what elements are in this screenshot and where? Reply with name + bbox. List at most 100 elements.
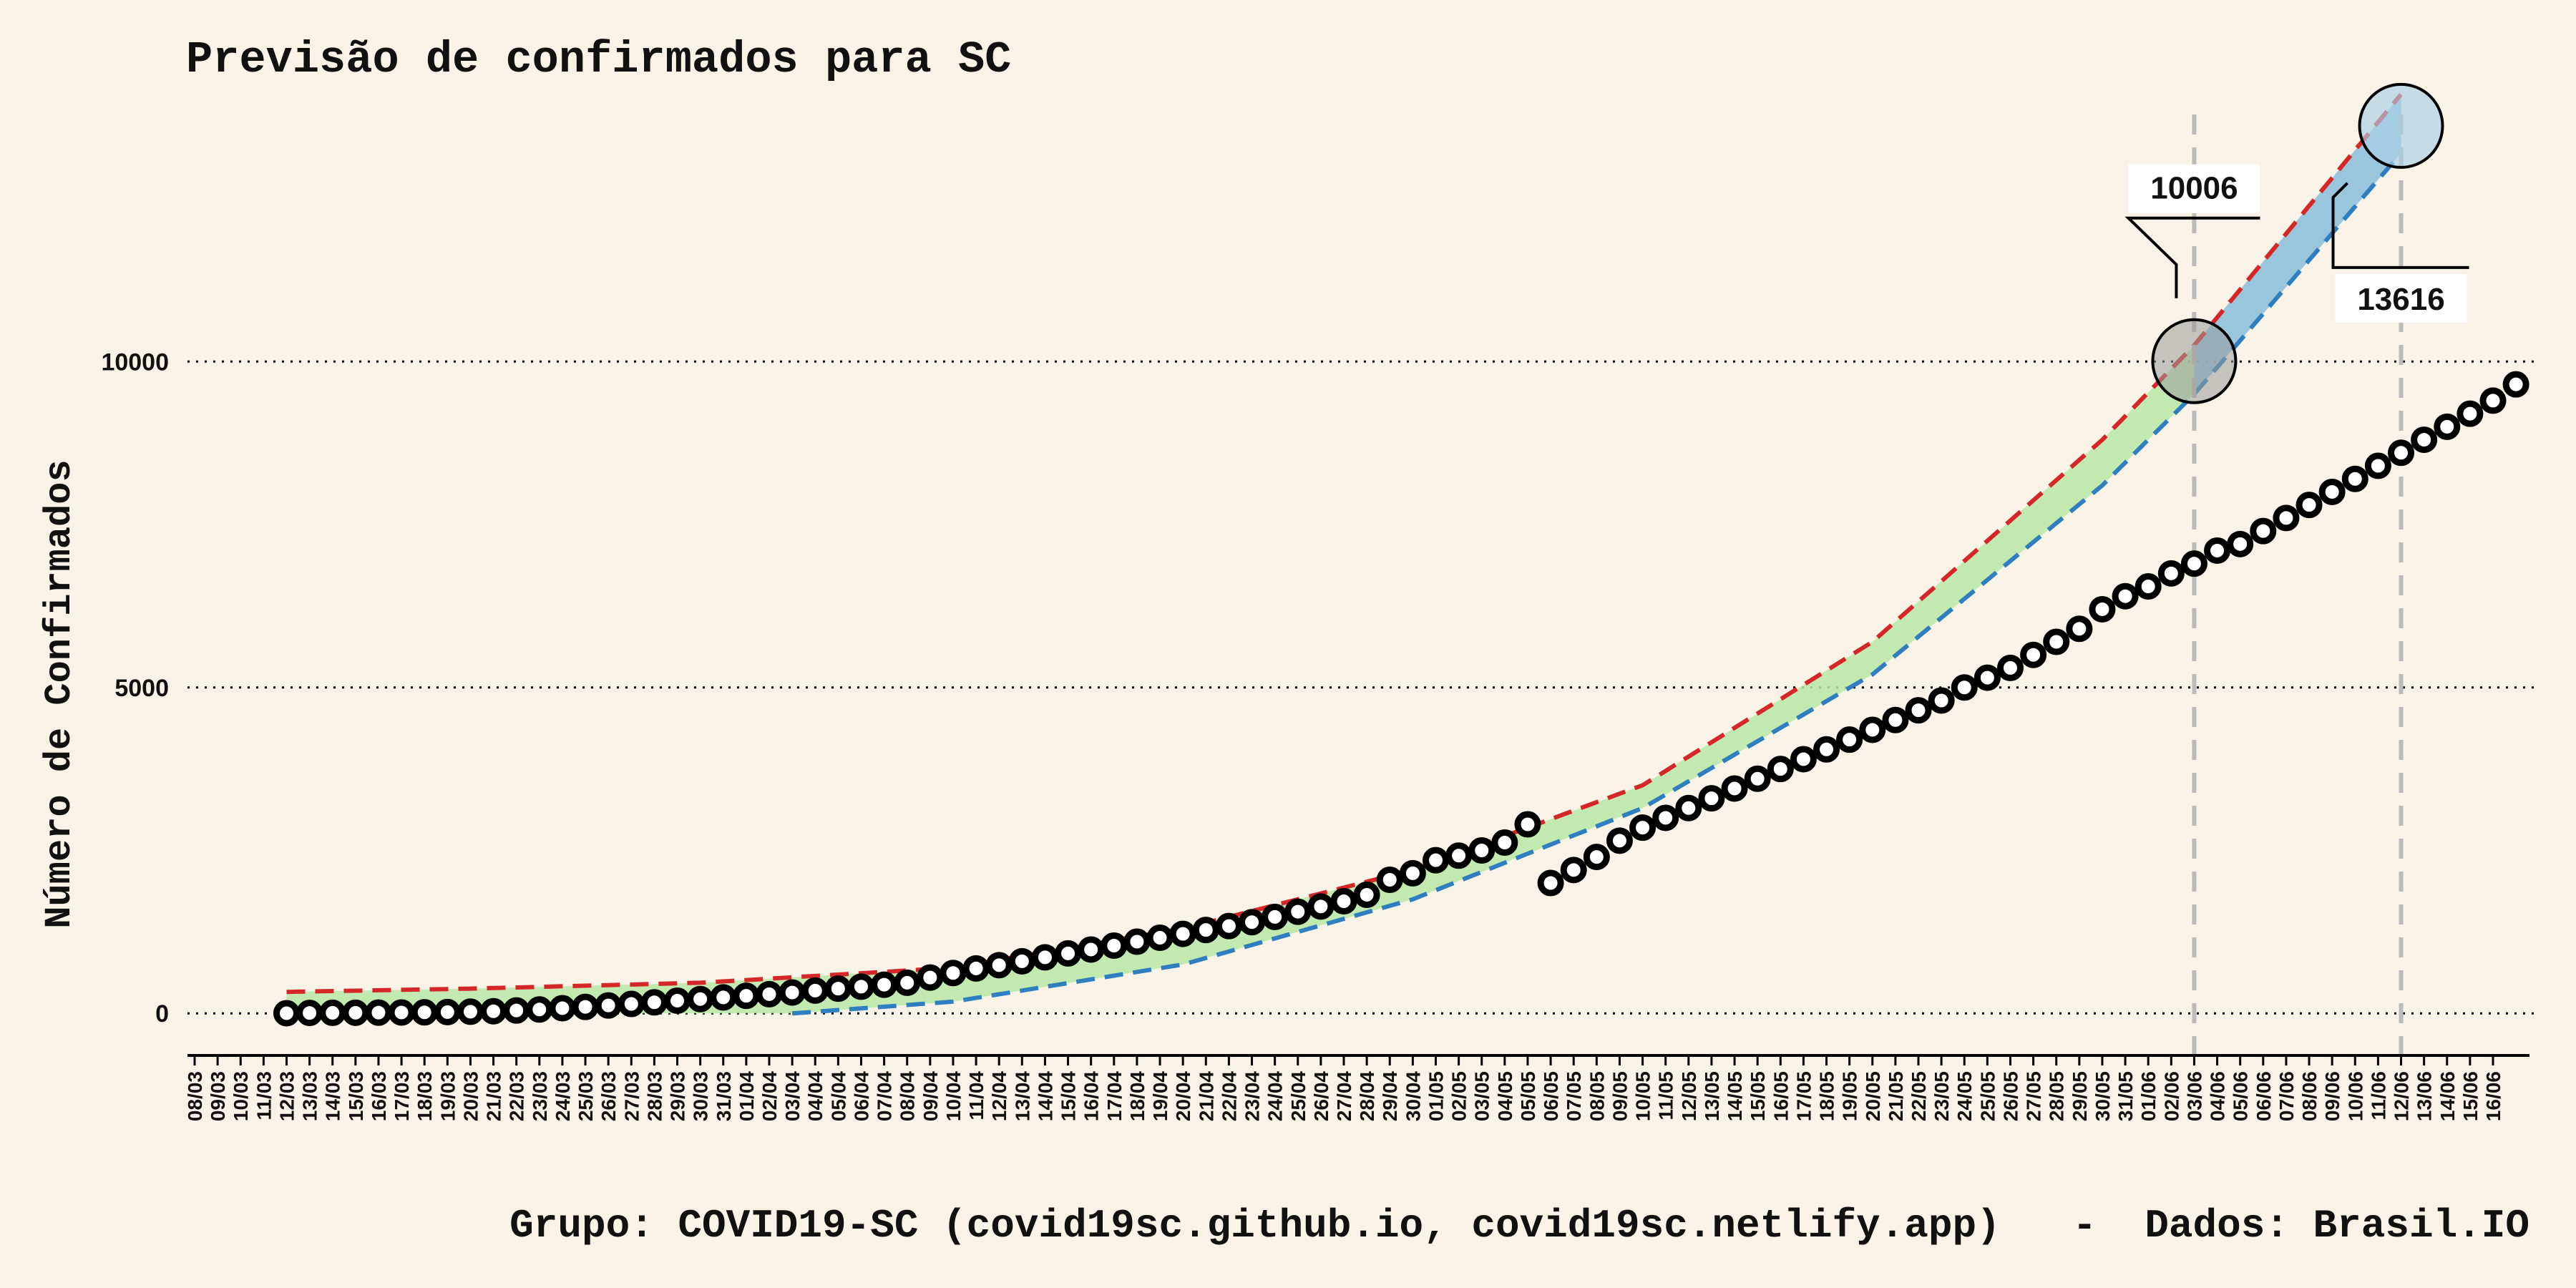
x-tick-label: 27/04 (1333, 1071, 1355, 1121)
confirmed-point (1698, 785, 1725, 812)
confirmed-point (1629, 814, 1657, 841)
confirmed-point (2135, 573, 2162, 600)
confirmed-point (1744, 765, 1771, 792)
x-tick-label: 16/04 (1080, 1071, 1103, 1121)
x-tick-label: 10/03 (230, 1071, 252, 1121)
confirmed-point (1951, 674, 1978, 701)
x-tick-label: 29/05 (2069, 1071, 2091, 1121)
x-tick-label: 10/05 (1632, 1071, 1654, 1121)
confirmed-point (365, 999, 392, 1026)
x-tick-label: 22/04 (1218, 1071, 1240, 1121)
x-tick-label: 15/06 (2459, 1071, 2482, 1121)
x-tick-label: 07/04 (874, 1071, 896, 1121)
x-tick-label: 31/05 (2114, 1071, 2137, 1121)
confirmed-point (2364, 452, 2391, 479)
confirmed-point (1284, 898, 1312, 925)
x-tick-label: 18/04 (1126, 1071, 1148, 1121)
x-tick-label: 30/04 (1402, 1071, 1424, 1121)
highlight-circle-current (2151, 318, 2238, 404)
confirmed-point (2434, 413, 2461, 440)
upper-fit-line (286, 92, 2403, 995)
confirmed-point (1399, 859, 1426, 887)
x-tick-label: 22/05 (1908, 1071, 1930, 1121)
x-tick-label: 21/03 (483, 1071, 505, 1121)
x-tick-label: 02/04 (758, 1071, 781, 1121)
confirmed-point (940, 960, 967, 987)
x-tick-label: 04/04 (804, 1071, 826, 1121)
x-tick-label: 08/04 (897, 1071, 919, 1121)
confirmed-point (549, 995, 576, 1022)
confirmed-point (917, 964, 944, 991)
confirmed-point (1239, 909, 1266, 936)
x-tick-label: 08/06 (2298, 1071, 2321, 1121)
x-tick-label: 09/05 (1609, 1071, 1631, 1121)
confirmed-point (1215, 912, 1242, 940)
x-tick-label: 25/05 (1976, 1071, 1999, 1121)
confirmed-point (1055, 940, 1082, 967)
confirmed-point (1836, 726, 1863, 753)
confirmed-point (2066, 615, 2093, 643)
x-tick-label: 10/06 (2344, 1071, 2366, 1121)
x-tick-label: 24/04 (1264, 1071, 1287, 1121)
confirmed-point (1767, 756, 1794, 783)
x-tick-label: 01/04 (736, 1071, 758, 1121)
confirmed-point (342, 999, 369, 1026)
x-tick-label: 19/05 (1839, 1071, 1861, 1121)
x-tick-label: 14/06 (2436, 1071, 2459, 1121)
confirmed-point (962, 955, 990, 982)
x-tick-label: 23/05 (1931, 1071, 1953, 1121)
confirmed-point (1537, 869, 1564, 897)
x-tick-label: 05/05 (1517, 1071, 1539, 1121)
x-tick-label: 14/04 (1034, 1071, 1056, 1121)
x-tick-label: 16/05 (1770, 1071, 1792, 1121)
x-tick-label: 01/06 (2137, 1071, 2160, 1121)
callout-layer: 10006 13616 (2124, 164, 2469, 323)
x-tick-label: 21/04 (1195, 1071, 1217, 1121)
x-tick-label: 18/05 (1816, 1071, 1838, 1121)
confirmed-point (664, 987, 691, 1014)
confirmed-point (1675, 794, 1702, 821)
x-tick-label: 07/06 (2275, 1071, 2298, 1121)
callout-label-2: 13616 (2357, 282, 2444, 317)
x-tick-label: 11/04 (965, 1071, 987, 1121)
confirmed-point (296, 1000, 323, 1027)
x-tick-label: 26/04 (1310, 1071, 1332, 1121)
x-tick-label: 16/03 (368, 1071, 390, 1121)
x-tick-label: 10/04 (942, 1071, 965, 1121)
x-tick-label: 22/03 (506, 1071, 528, 1121)
confirmed-point (457, 998, 484, 1025)
confirmed-point (2411, 426, 2438, 454)
confirmed-point (1652, 804, 1679, 831)
x-tick-label: 25/04 (1287, 1071, 1309, 1121)
x-axis: 08/03 09/03 10/03 11/03 12/03 13/03 14/03 15/03… (184, 1054, 2529, 1121)
confirmed-point (1882, 706, 1909, 733)
x-tick-label: 17/04 (1103, 1071, 1126, 1121)
confirmed-point (1146, 924, 1174, 952)
x-tick-label: 19/04 (1149, 1071, 1171, 1121)
confirmed-point (985, 952, 1013, 979)
x-tick-label: 24/05 (1953, 1071, 1976, 1121)
confirmed-point (2502, 371, 2529, 398)
confirmed-point (2388, 439, 2415, 467)
confirmed-point (1031, 944, 1058, 971)
confirmed-point (1905, 697, 1932, 724)
confirmed-point (2341, 465, 2368, 492)
confirmed-point (1123, 928, 1151, 955)
y-axis: 0 5000 10000 (101, 348, 169, 1028)
confirmed-point (1974, 664, 2001, 691)
confirmed-point (1192, 917, 1219, 944)
confirmed-point (2479, 387, 2507, 414)
chart-caption: Grupo: COVID19-SC (covid19sc.github.io, … (509, 1203, 2529, 1249)
x-tick-label: 03/05 (1471, 1071, 1493, 1121)
confirmed-point (2318, 478, 2346, 505)
x-tick-label: 20/03 (459, 1071, 482, 1121)
x-tick-label: 11/05 (1655, 1071, 1677, 1121)
x-tick-label: 05/06 (2230, 1071, 2252, 1121)
confirmed-point (1560, 857, 1587, 884)
confirmed-point (2273, 504, 2300, 532)
x-tick-label: 15/03 (345, 1071, 367, 1121)
x-tick-label: 23/04 (1241, 1071, 1264, 1121)
y-tick-label-0: 0 (155, 1000, 169, 1028)
x-tick-label: 08/05 (1586, 1071, 1608, 1121)
x-tick-label: 13/03 (299, 1071, 321, 1121)
